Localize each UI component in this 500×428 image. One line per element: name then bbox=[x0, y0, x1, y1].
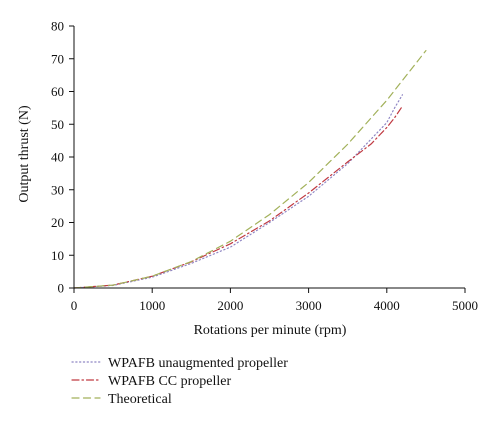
x-ticks: 0 1000 2000 3000 4000 5000 bbox=[71, 288, 478, 313]
y-tick-label-1: 10 bbox=[51, 248, 64, 263]
y-tick-label-2: 20 bbox=[51, 215, 64, 230]
y-tick-label-3: 30 bbox=[51, 182, 64, 197]
legend-label-1: WPAFB CC propeller bbox=[108, 374, 231, 389]
series-line-2 bbox=[73, 49, 427, 289]
y-tick-label-8: 80 bbox=[51, 19, 64, 34]
x-tick-label-3: 3000 bbox=[296, 298, 322, 313]
x-axis-title: Rotations per minute (rpm) bbox=[194, 323, 347, 338]
y-tick-label-0: 0 bbox=[58, 281, 65, 296]
legend: WPAFB unaugmented propeller WPAFB CC prop… bbox=[71, 356, 288, 407]
x-tick-label-4: 4000 bbox=[374, 298, 400, 313]
y-axis-title: Output thrust (N) bbox=[17, 105, 32, 203]
series-line-1 bbox=[73, 105, 403, 289]
legend-label-0: WPAFB unaugmented propeller bbox=[108, 356, 288, 371]
axes bbox=[73, 26, 465, 289]
y-tick-label-5: 50 bbox=[51, 117, 64, 132]
y-tick-label-4: 40 bbox=[51, 150, 64, 165]
x-tick-label-1: 1000 bbox=[139, 298, 165, 313]
x-tick-label-0: 0 bbox=[71, 298, 78, 313]
y-ticks: 0 10 20 30 40 50 60 70 80 bbox=[51, 19, 74, 296]
x-tick-label-2: 2000 bbox=[217, 298, 243, 313]
x-tick-label-5: 5000 bbox=[452, 298, 478, 313]
series-line-0 bbox=[73, 94, 403, 289]
y-tick-label-6: 60 bbox=[51, 84, 64, 99]
legend-label-2: Theoretical bbox=[108, 392, 172, 407]
y-tick-label-7: 70 bbox=[51, 51, 64, 66]
plot-area bbox=[73, 49, 427, 289]
